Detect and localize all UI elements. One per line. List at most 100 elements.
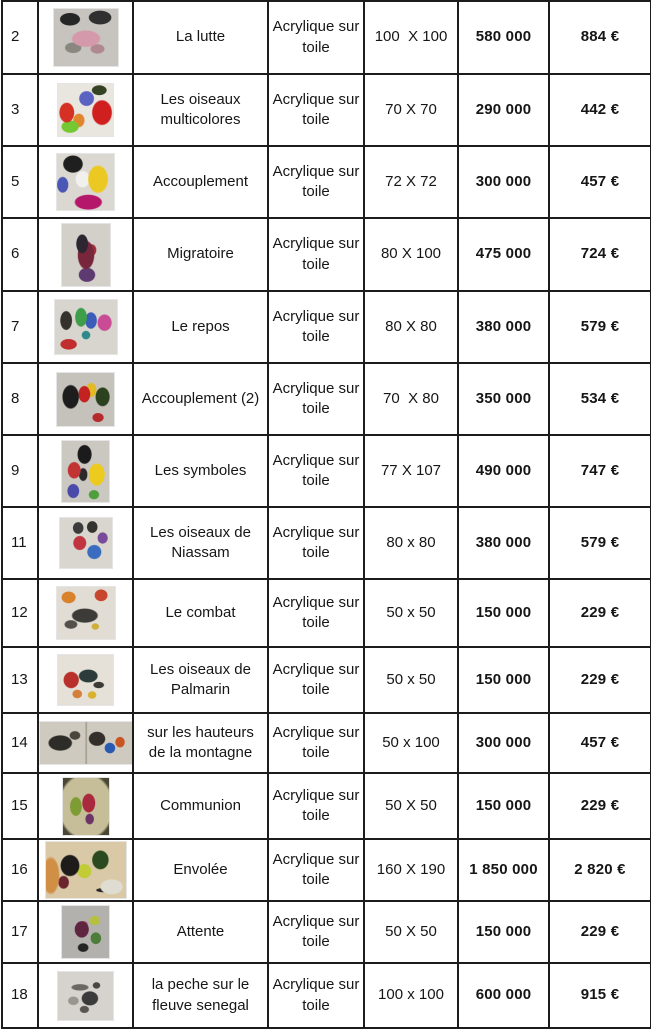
- artwork-thumbnail: [56, 587, 115, 639]
- artwork-dimensions: 100 x 100: [363, 962, 459, 1029]
- artwork-image-cell: [37, 506, 134, 580]
- artwork-number: 16: [1, 838, 39, 902]
- artwork-dimensions: 72 X 72: [363, 145, 459, 219]
- artwork-number: 14: [1, 712, 39, 774]
- artwork-price-eur: 229 €: [548, 578, 651, 648]
- artwork-price-eur: 457 €: [548, 145, 651, 219]
- artwork-number: 6: [1, 217, 39, 292]
- artwork-image-cell: [37, 712, 134, 774]
- artwork-medium: Acrylique sur toile: [267, 646, 365, 714]
- artwork-dimensions: 50 x 50: [363, 646, 459, 714]
- artwork-medium: Acrylique sur toile: [267, 362, 365, 436]
- artwork-price-cfa: 380 000: [457, 290, 550, 364]
- artwork-dimensions: 80 x 80: [363, 506, 459, 580]
- artwork-price-eur: 579 €: [548, 290, 651, 364]
- artwork-thumbnail: [62, 440, 109, 502]
- artwork-number: 9: [1, 434, 39, 508]
- artwork-title: Accouplement (2): [132, 362, 269, 436]
- artwork-dimensions: 77 X 107: [363, 434, 459, 508]
- artwork-title: Les oiseaux de Niassam: [132, 506, 269, 580]
- table-row: 9 Les symboles Acrylique sur toile 77 X …: [1, 434, 651, 508]
- artwork-image-cell: [37, 434, 134, 508]
- artwork-number: 18: [1, 962, 39, 1029]
- artwork-title: Attente: [132, 900, 269, 964]
- artwork-title: Le repos: [132, 290, 269, 364]
- artwork-image-cell: [37, 217, 134, 292]
- artwork-thumbnail: [58, 655, 113, 705]
- artwork-price-cfa: 150 000: [457, 578, 550, 648]
- artwork-thumbnail: [62, 777, 109, 835]
- table-row: 7 Le repos Acrylique sur toile 80 X 80 3…: [1, 290, 651, 364]
- table-row: 14 sur les hauteurs de la montagne Acryl…: [1, 712, 651, 774]
- artwork-dimensions: 50 X 50: [363, 900, 459, 964]
- artwork-price-cfa: 580 000: [457, 0, 550, 75]
- artwork-price-eur: 724 €: [548, 217, 651, 292]
- artwork-number: 12: [1, 578, 39, 648]
- artwork-medium: Acrylique sur toile: [267, 145, 365, 219]
- artwork-thumbnail: [40, 722, 131, 764]
- artwork-title: Le combat: [132, 578, 269, 648]
- artwork-dimensions: 50 x 50: [363, 578, 459, 648]
- table-row: 18 la peche sur le fleuve senegal Acryli…: [1, 962, 651, 1029]
- artwork-medium: Acrylique sur toile: [267, 73, 365, 147]
- artwork-number: 15: [1, 772, 39, 840]
- artwork-image-cell: [37, 145, 134, 219]
- artwork-price-cfa: 290 000: [457, 73, 550, 147]
- artwork-image-cell: [37, 290, 134, 364]
- artwork-image-cell: [37, 578, 134, 648]
- artwork-medium: Acrylique sur toile: [267, 900, 365, 964]
- artwork-price-cfa: 300 000: [457, 712, 550, 774]
- artwork-dimensions: 80 X 80: [363, 290, 459, 364]
- artwork-dimensions: 50 x 100: [363, 712, 459, 774]
- table-row: 6 Migratoire Acrylique sur toile 80 X 10…: [1, 217, 651, 292]
- artwork-number: 8: [1, 362, 39, 436]
- artwork-thumbnail: [57, 154, 114, 210]
- artwork-price-eur: 229 €: [548, 772, 651, 840]
- artwork-price-cfa: 475 000: [457, 217, 550, 292]
- artwork-number: 2: [1, 0, 39, 75]
- artwork-title: La lutte: [132, 0, 269, 75]
- artwork-price-eur: 915 €: [548, 962, 651, 1029]
- artwork-thumbnail: [58, 971, 113, 1020]
- artwork-number: 17: [1, 900, 39, 964]
- artwork-price-eur: 884 €: [548, 0, 651, 75]
- artwork-price-cfa: 1 850 000: [457, 838, 550, 902]
- artwork-thumbnail: [58, 84, 113, 136]
- artwork-title: Migratoire: [132, 217, 269, 292]
- artwork-number: 11: [1, 506, 39, 580]
- artwork-medium: Acrylique sur toile: [267, 772, 365, 840]
- artwork-image-cell: [37, 772, 134, 840]
- artwork-thumbnail: [59, 518, 112, 568]
- artwork-image-cell: [37, 900, 134, 964]
- artwork-price-cfa: 300 000: [457, 145, 550, 219]
- artwork-thumbnail: [53, 9, 118, 66]
- artwork-dimensions: 80 X 100: [363, 217, 459, 292]
- artwork-price-eur: 229 €: [548, 646, 651, 714]
- artwork-title: Les oiseaux de Palmarin: [132, 646, 269, 714]
- artwork-title: Les oiseaux multicolores: [132, 73, 269, 147]
- artwork-price-eur: 442 €: [548, 73, 651, 147]
- table-row: 13 Les oiseaux de Palmarin Acrylique sur…: [1, 646, 651, 714]
- artwork-price-cfa: 490 000: [457, 434, 550, 508]
- artwork-price-eur: 229 €: [548, 900, 651, 964]
- artwork-number: 13: [1, 646, 39, 714]
- artwork-medium: Acrylique sur toile: [267, 506, 365, 580]
- artwork-price-cfa: 150 000: [457, 900, 550, 964]
- artwork-thumbnail: [61, 223, 110, 286]
- artwork-dimensions: 70 X 80: [363, 362, 459, 436]
- artwork-title: Les symboles: [132, 434, 269, 508]
- artwork-thumbnail: [54, 300, 117, 354]
- artwork-title: Communion: [132, 772, 269, 840]
- artwork-title: la peche sur le fleuve senegal: [132, 962, 269, 1029]
- artwork-price-cfa: 150 000: [457, 646, 550, 714]
- artwork-medium: Acrylique sur toile: [267, 838, 365, 902]
- artwork-image-cell: [37, 646, 134, 714]
- artwork-dimensions: 100 X 100: [363, 0, 459, 75]
- artwork-medium: Acrylique sur toile: [267, 217, 365, 292]
- artwork-number: 3: [1, 73, 39, 147]
- table-row: 8 Accouplement (2) Acrylique sur toile 7…: [1, 362, 651, 436]
- artwork-dimensions: 160 X 190: [363, 838, 459, 902]
- artwork-price-cfa: 150 000: [457, 772, 550, 840]
